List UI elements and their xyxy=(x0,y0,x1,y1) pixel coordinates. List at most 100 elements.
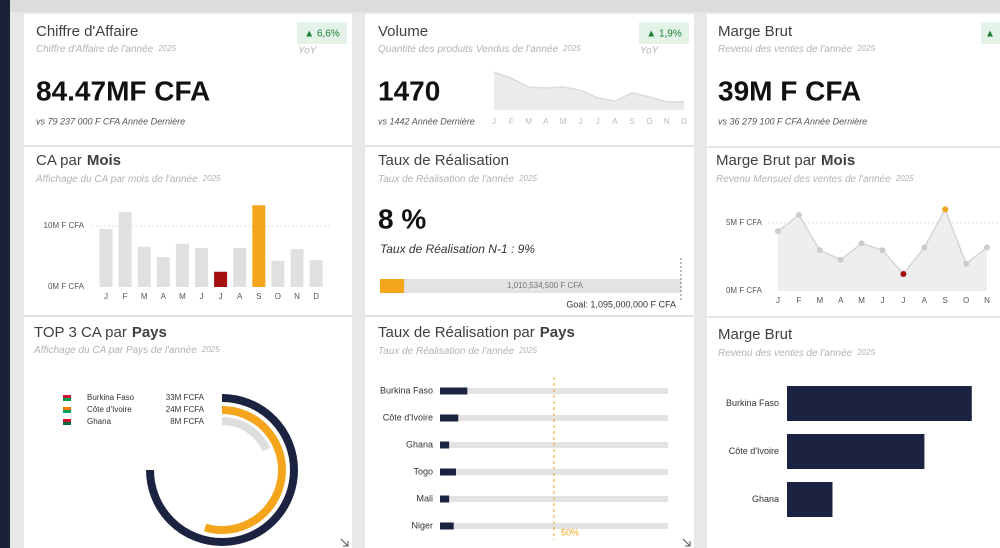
bar xyxy=(787,482,833,517)
panel-subtitle: Revenu Mensuel des ventes de l'année 2025 xyxy=(716,174,914,185)
x-tick-label: M xyxy=(560,117,567,126)
kpi-value: 39M F CFA xyxy=(718,75,861,106)
legend-value: 8M FCFA xyxy=(170,417,204,426)
point xyxy=(858,240,865,247)
flag xyxy=(63,395,71,398)
y-tick-label: Ghana xyxy=(752,494,779,504)
x-tick-label: M xyxy=(858,296,865,305)
badge-text: ▲ 6,6% xyxy=(304,29,340,40)
point xyxy=(900,271,907,277)
x-tick-label: J xyxy=(776,296,780,305)
x-tick-label: A xyxy=(543,117,549,126)
badge xyxy=(297,22,347,44)
side-bar xyxy=(0,0,10,548)
x-tick-label: D xyxy=(313,292,319,301)
bar xyxy=(175,243,189,287)
x-tick-label: S xyxy=(630,117,635,126)
expand-icon[interactable] xyxy=(340,538,349,547)
y-tick-label: Burkina Faso xyxy=(380,385,433,395)
y-tick-label: 10M F CFA xyxy=(44,221,85,230)
card-subtitle: Chiffre d'Affaire de l'année 2025 xyxy=(36,44,177,55)
flag xyxy=(63,398,71,401)
x-tick-label: F xyxy=(796,296,801,305)
badge xyxy=(981,22,1000,44)
bar-track xyxy=(440,415,668,421)
x-tick-label: D xyxy=(681,117,687,126)
x-tick-label: A xyxy=(237,292,243,301)
sparkline-line xyxy=(493,71,684,103)
x-tick-label: J xyxy=(901,296,905,305)
kpi-value: 1470 xyxy=(378,75,440,106)
rate-value: 8 % xyxy=(378,203,426,234)
bar xyxy=(309,260,323,287)
x-tick-label: M xyxy=(816,296,823,305)
x-tick-label: J xyxy=(492,117,496,126)
card-subtitle: Revenu des ventes de l'année 2025 xyxy=(718,44,876,55)
x-tick-label: O xyxy=(275,292,281,301)
bar xyxy=(440,387,468,395)
dividers xyxy=(24,145,1000,318)
panel-title: Taux de Réalisation xyxy=(378,152,509,169)
expand-icon[interactable] xyxy=(682,538,691,547)
point xyxy=(816,247,823,254)
radial-bar xyxy=(203,406,286,534)
y-tick-label: Burkina Faso xyxy=(726,398,779,408)
x-tick-label: J xyxy=(200,292,204,301)
panel-title: TOP 3 CA par Pays xyxy=(34,324,167,341)
card-title: Marge Brut xyxy=(718,23,793,40)
x-tick-label: J xyxy=(596,117,600,126)
bar xyxy=(787,434,925,469)
card-title: Chiffre d'Affaire xyxy=(36,23,138,40)
bar xyxy=(271,260,285,287)
x-tick-label: J xyxy=(578,117,582,126)
progress-label: 1,010,534,500 F CFA xyxy=(507,281,584,290)
x-tick-label: A xyxy=(838,296,844,305)
card-title: Volume xyxy=(378,23,428,40)
y-tick-label: 5M F CFA xyxy=(726,218,763,227)
x-tick-label: A xyxy=(922,296,928,305)
kpi-value: 84.47MF CFA xyxy=(36,75,210,106)
flag xyxy=(63,422,71,425)
kpi-note: vs 36 279 100 F CFA Année Dernière xyxy=(718,116,867,126)
panel-title: Taux de Réalisation par Pays xyxy=(378,324,575,341)
x-tick-label: A xyxy=(161,292,167,301)
x-tick-label: M xyxy=(141,292,148,301)
bar xyxy=(137,246,151,287)
x-tick-label: S xyxy=(943,296,948,305)
bar xyxy=(99,229,113,287)
progress-bar xyxy=(380,279,405,293)
panel-title: Marge Brut par Mois xyxy=(716,152,855,169)
goal-label: Goal: 1,095,000,000 F CFA xyxy=(566,299,676,309)
bar xyxy=(214,271,228,287)
point xyxy=(879,247,886,254)
panel-subtitle: Affichage du CA par Pays de l'année 2025 xyxy=(33,345,220,356)
bar xyxy=(440,495,450,503)
panel-subtitle: Revenu des ventes de l'année 2025 xyxy=(718,348,876,359)
x-tick-label: M xyxy=(525,117,532,126)
kpi-note: vs 1442 Année Dernière xyxy=(378,116,475,126)
panel-subtitle: Taux de Réalisation de l'année 2025 xyxy=(378,174,537,185)
radial-bar xyxy=(221,417,271,452)
badge-text: ▲ 1,9% xyxy=(646,29,682,40)
bar xyxy=(118,211,132,287)
badge-text: ▲ xyxy=(985,29,995,40)
point xyxy=(775,228,781,235)
bar xyxy=(156,257,170,287)
y-tick-label: Côte d'Ivoire xyxy=(729,446,779,456)
bar xyxy=(195,247,208,287)
point xyxy=(837,256,844,263)
bar xyxy=(252,205,266,287)
x-tick-label: M xyxy=(179,292,186,301)
panel-subtitle: Affichage du CA par mois de l'année 2025 xyxy=(35,174,221,185)
card-subtitle: Quantité des produits Vendus de l'année 2… xyxy=(378,44,581,55)
x-tick-label: O xyxy=(646,117,652,126)
y-tick-label: Côte d'Ivoire xyxy=(383,412,433,422)
point xyxy=(942,206,949,213)
panel-title: Marge Brut xyxy=(718,326,793,343)
badge-caption: YoY xyxy=(640,46,660,57)
x-tick-label: A xyxy=(612,117,618,126)
x-tick-label: N xyxy=(984,296,990,305)
x-tick-label: J xyxy=(881,296,885,305)
point xyxy=(921,244,928,251)
